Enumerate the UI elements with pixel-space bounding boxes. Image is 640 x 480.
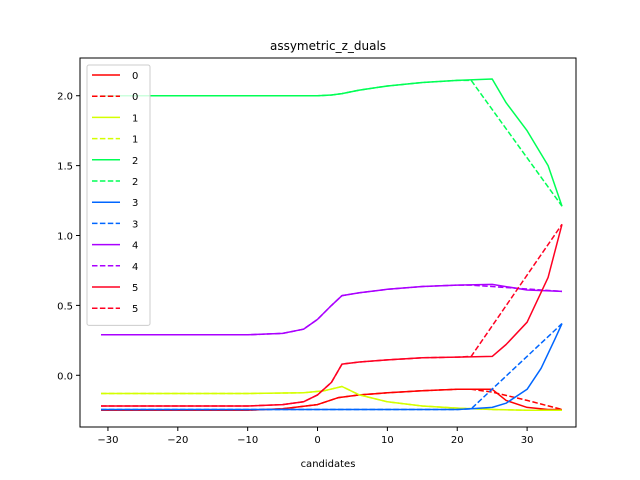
chart-title: assymetric_z_duals <box>270 39 386 53</box>
legend-label: 4 <box>132 262 138 273</box>
x-axis-label: candidates <box>301 459 356 470</box>
series-line-5-dashed <box>101 223 563 407</box>
y-tick-label: 0.0 <box>57 371 73 382</box>
x-tick-label: 0 <box>314 435 320 446</box>
x-tick-label: −30 <box>97 435 118 446</box>
plot-frame <box>79 57 577 428</box>
x-tick-label: 20 <box>451 435 464 446</box>
legend-label: 5 <box>132 304 138 315</box>
y-tick-label: 1.5 <box>57 162 73 173</box>
series-line-0-dashed <box>101 388 563 411</box>
y-tick-label: 2.0 <box>57 92 73 103</box>
series-layer <box>101 78 563 411</box>
x-axis-ticks: −30 −20 −10 0 10 20 30 <box>97 427 533 446</box>
legend-label: 0 <box>132 71 138 82</box>
x-tick-label: −10 <box>237 435 258 446</box>
y-tick-label: 0.5 <box>57 301 73 312</box>
x-tick-label: −20 <box>167 435 188 446</box>
legend: 0 0 1 1 2 2 3 3 4 4 5 5 <box>86 64 151 326</box>
legend-label: 0 <box>132 92 138 103</box>
series-line-3-solid <box>101 323 563 411</box>
x-tick-label: 10 <box>381 435 394 446</box>
legend-label: 5 <box>132 283 138 294</box>
series-line-2-dashed <box>101 79 563 207</box>
legend-box <box>86 64 151 326</box>
legend-label: 1 <box>132 113 138 124</box>
series-line-1-dashed <box>101 385 562 411</box>
legend-label: 3 <box>132 219 138 230</box>
series-line-3-dashed <box>101 323 563 411</box>
legend-label: 2 <box>132 156 138 167</box>
legend-label: 1 <box>132 135 138 146</box>
y-tick-label: 1.0 <box>57 232 73 243</box>
legend-label: 2 <box>132 177 138 188</box>
y-axis-ticks: 0.0 0.5 1.0 1.5 2.0 <box>57 92 80 382</box>
series-line-4-dashed <box>101 284 563 336</box>
x-tick-label: 30 <box>521 435 534 446</box>
legend-label: 3 <box>132 198 138 209</box>
legend-label: 4 <box>132 241 138 252</box>
